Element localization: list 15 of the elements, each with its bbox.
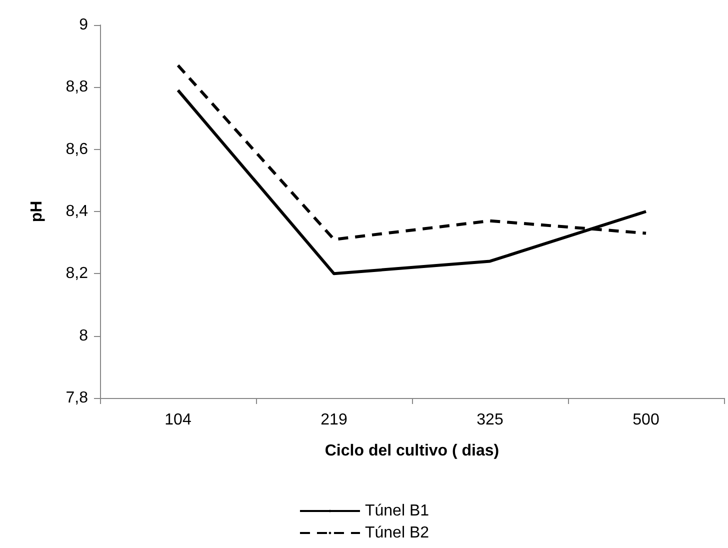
x-axis-title: Ciclo del cultivo ( dias) — [324, 442, 500, 460]
y-tick-label: 9 — [79, 16, 88, 34]
y-tick-label: 8 — [79, 327, 88, 344]
y-tick-label: 8,8 — [66, 78, 88, 96]
y-tick-label: 8,4 — [66, 203, 88, 220]
y-tick-label: 7,8 — [66, 390, 88, 406]
legend-label: Túnel B2 — [364, 524, 430, 542]
x-tick-label: 500 — [632, 412, 660, 428]
legend-label: Túnel B1 — [364, 502, 430, 520]
x-tick-label: 104 — [164, 412, 192, 428]
x-tick-label: 219 — [320, 412, 348, 428]
y-axis-title: pH — [28, 200, 46, 222]
y-tick-label: 8,6 — [66, 140, 88, 158]
y-tick-label: 8,2 — [66, 265, 88, 282]
x-tick-label: 325 — [476, 412, 504, 428]
